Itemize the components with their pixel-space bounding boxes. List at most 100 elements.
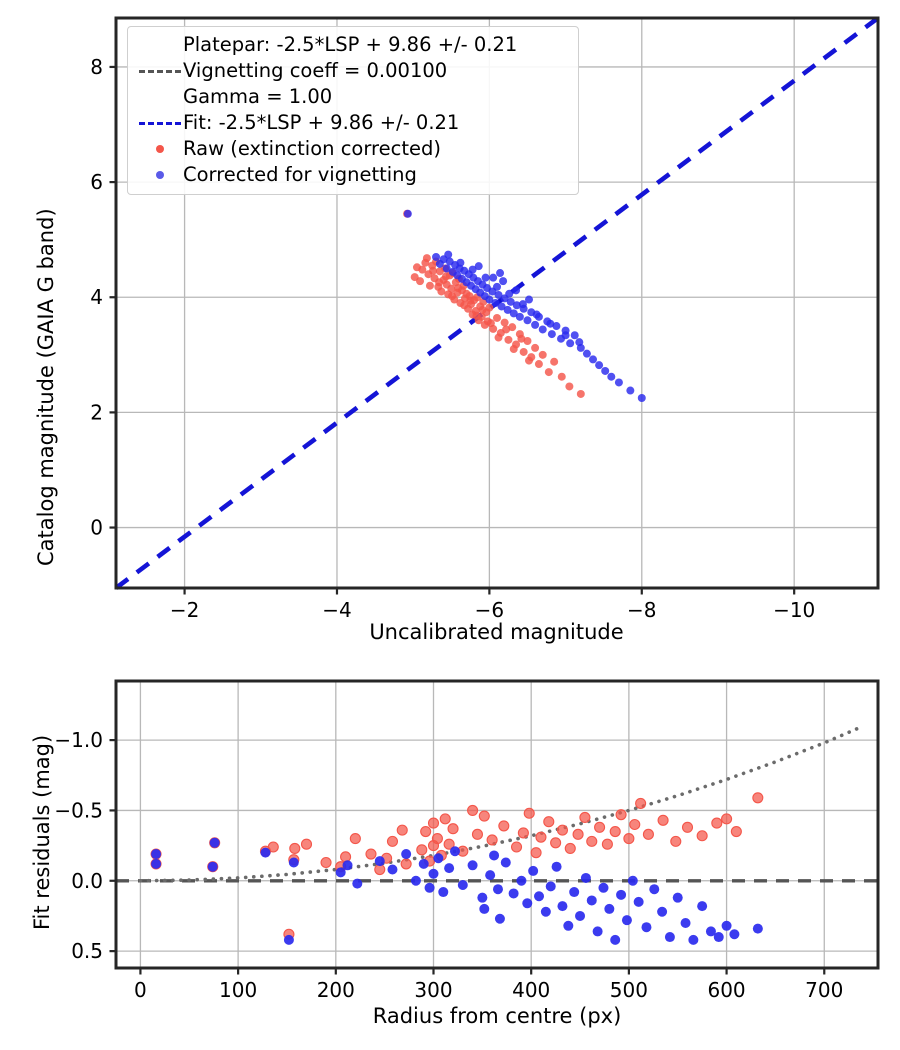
- data-point: [467, 804, 479, 816]
- data-point: [493, 313, 501, 322]
- data-point: [485, 870, 496, 881]
- data-point: [615, 809, 627, 821]
- data-point: [551, 861, 562, 872]
- data-point: [494, 913, 505, 924]
- data-point: [519, 347, 528, 356]
- data-point: [207, 861, 218, 872]
- data-point: [340, 851, 352, 863]
- data-point: [342, 860, 353, 871]
- data-point: [478, 810, 490, 822]
- y-tick-label: 6: [90, 170, 103, 194]
- data-point: [151, 858, 162, 869]
- data-point: [627, 875, 638, 886]
- data-point: [664, 932, 675, 943]
- data-point: [626, 386, 635, 395]
- data-point: [441, 272, 450, 281]
- data-point: [486, 319, 495, 328]
- data-point: [489, 850, 500, 861]
- legend-entry-corrected: Corrected for vignetting: [137, 162, 569, 188]
- data-point: [335, 867, 346, 878]
- data-point: [494, 333, 503, 342]
- data-point: [505, 289, 514, 298]
- data-point: [525, 295, 533, 304]
- data-point: [550, 837, 562, 849]
- data-point: [444, 250, 453, 259]
- data-point: [534, 360, 543, 369]
- data-point: [468, 265, 477, 274]
- y-tick-label: 0: [90, 516, 103, 540]
- data-point: [534, 891, 545, 902]
- data-point: [563, 920, 574, 931]
- bottom-plot-y-axis-label: Fit residuals (mag): [30, 734, 54, 930]
- x-tick-label: 300: [414, 978, 452, 1002]
- data-point: [575, 338, 584, 347]
- data-point: [540, 906, 551, 917]
- x-tick-label: 500: [610, 978, 648, 1002]
- data-point: [442, 264, 451, 273]
- data-point: [681, 821, 694, 833]
- data-point: [586, 895, 597, 906]
- data-point: [456, 258, 465, 267]
- legend-entry-gamma: Gamma = 1.00: [137, 84, 569, 110]
- data-point: [601, 838, 613, 850]
- data-point: [697, 901, 708, 912]
- legend-label-raw: Raw (extinction corrected): [183, 137, 441, 160]
- data-point: [696, 830, 708, 842]
- data-point: [510, 841, 523, 853]
- x-tick-label: −6: [475, 598, 504, 622]
- top-plot-y-axis-label: Catalog magnitude (GAIA G band): [34, 208, 58, 566]
- data-point: [522, 898, 533, 909]
- data-point: [528, 865, 539, 876]
- data-point: [352, 878, 363, 889]
- x-tick-label: 200: [317, 978, 355, 1002]
- data-point: [637, 394, 646, 402]
- data-point: [633, 896, 644, 907]
- data-point: [260, 847, 271, 858]
- data-point: [508, 888, 519, 899]
- data-point: [552, 322, 561, 331]
- data-point: [543, 816, 555, 828]
- data-point: [557, 372, 566, 381]
- data-point: [532, 310, 541, 319]
- data-point: [576, 389, 585, 398]
- vignetting-model-curve: [138, 724, 866, 883]
- data-point: [610, 934, 621, 945]
- data-point: [713, 932, 724, 943]
- data-point: [672, 892, 683, 903]
- data-point: [431, 833, 443, 845]
- data-point: [506, 297, 515, 306]
- data-point: [425, 281, 434, 290]
- data-point: [410, 875, 421, 886]
- data-point: [471, 828, 484, 840]
- data-point: [516, 875, 527, 886]
- data-point: [439, 813, 451, 825]
- data-point: [400, 858, 412, 870]
- plot-photometric-calibration: −2 −4 −6 −8 −10 0 2 4 6 8: [90, 16, 880, 622]
- blue-dot-marker-icon: [137, 162, 183, 188]
- data-point: [752, 923, 763, 934]
- data-point: [460, 301, 469, 310]
- y-tick-label: −1.0: [54, 728, 103, 752]
- data-point: [396, 824, 408, 836]
- red-dot-marker-icon: [137, 136, 183, 162]
- data-point: [561, 331, 570, 340]
- data-point: [267, 841, 279, 853]
- data-point: [705, 926, 716, 937]
- x-tick-label: 600: [707, 978, 745, 1002]
- y-tick-label: 0.0: [71, 869, 103, 893]
- data-point: [512, 286, 521, 295]
- data-point: [547, 330, 556, 339]
- data-point: [493, 282, 501, 291]
- series-corrected-for-vignetting: [403, 209, 646, 402]
- data-point: [454, 284, 463, 293]
- data-point: [579, 811, 591, 824]
- legend[interactable]: Platepar: -2.5*LSP + 9.86 +/- 0.21 Vigne…: [127, 26, 579, 195]
- axes-spines: [114, 16, 880, 590]
- x-tick-label: 0: [134, 978, 147, 1002]
- data-point: [572, 828, 584, 840]
- legend-entry-fit: Fit: -2.5*LSP + 9.86 +/- 0.21: [137, 110, 569, 136]
- data-point: [688, 934, 699, 945]
- data-point: [582, 349, 591, 358]
- data-point: [598, 882, 609, 893]
